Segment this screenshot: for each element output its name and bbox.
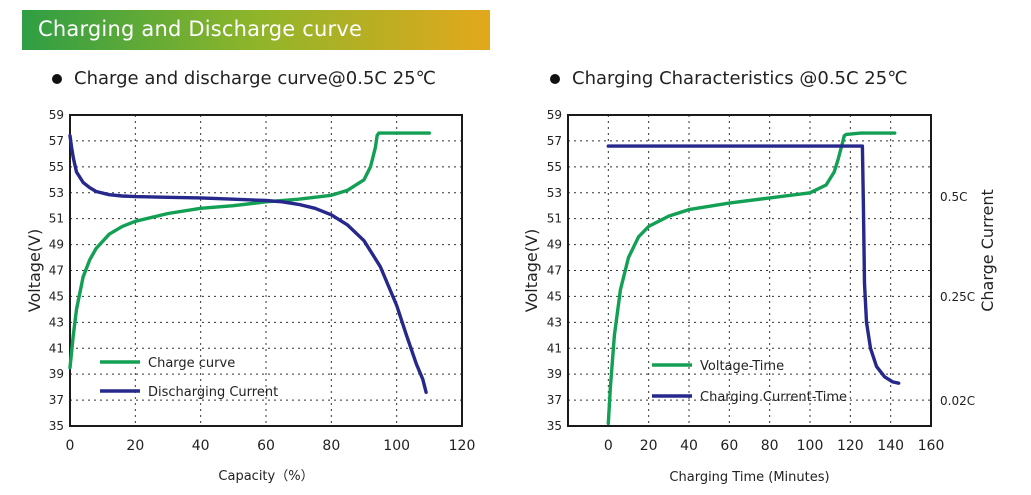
banner-title: Charging and Discharge curve xyxy=(38,17,363,41)
x-tick-label: 140 xyxy=(877,438,904,454)
legend-label: Voltage-Time xyxy=(700,359,784,374)
y-tick-label: 57 xyxy=(547,134,562,148)
y2-tick-label: 0.02C xyxy=(940,394,975,408)
series-line xyxy=(606,144,901,385)
x-tick-label: 20 xyxy=(640,438,658,454)
x-tick-label: 80 xyxy=(761,438,779,454)
y-tick-label: 39 xyxy=(49,367,64,381)
y-tick-label: 47 xyxy=(49,264,64,278)
y-tick-label: 51 xyxy=(547,212,562,226)
y-tick-label: 57 xyxy=(49,134,64,148)
legend-label: Discharging Current xyxy=(148,385,278,400)
chart2-heading: Charging Characteristics @0.5C 25℃ xyxy=(550,68,907,89)
chart2-heading-text: Charging Characteristics @0.5C 25℃ xyxy=(572,68,908,89)
y2-axis-label: Charge Current xyxy=(978,189,997,312)
series-line xyxy=(68,134,428,394)
y-tick-label: 37 xyxy=(547,393,562,407)
x-tick-label: 80 xyxy=(322,438,340,454)
y-tick-label: 43 xyxy=(547,315,562,329)
legend-label: Charge curve xyxy=(148,356,235,371)
y2-tick-label: 0.25C xyxy=(940,290,975,304)
y-tick-label: 49 xyxy=(547,238,562,252)
x-tick-label: 0 xyxy=(604,438,613,454)
plot-frame xyxy=(69,114,463,427)
y-axis-label: Voltage(V) xyxy=(25,229,44,312)
y-tick-label: 43 xyxy=(49,315,64,329)
y-tick-label: 51 xyxy=(49,212,64,226)
chart1-heading: Charge and discharge curve@0.5C 25℃ xyxy=(52,68,436,89)
x-axis-label: Capacity（%） xyxy=(218,469,313,484)
series-line xyxy=(606,131,897,426)
legend-label: Charging Current-Time xyxy=(700,390,847,405)
y2-tick-label: 0.5C xyxy=(940,190,967,204)
plot-frame xyxy=(567,114,932,427)
x-tick-label: 160 xyxy=(918,438,945,454)
bullet-icon xyxy=(550,73,560,84)
x-tick-label: 120 xyxy=(837,438,864,454)
y-tick-label: 45 xyxy=(547,289,562,303)
chart1-heading-text: Charge and discharge curve@0.5C 25℃ xyxy=(74,68,436,89)
x-tick-label: 100 xyxy=(383,438,410,454)
x-tick-label: 60 xyxy=(257,438,275,454)
y-tick-label: 59 xyxy=(49,108,64,122)
y-tick-label: 45 xyxy=(49,289,64,303)
y-tick-label: 47 xyxy=(547,264,562,278)
section-banner: Charging and Discharge curve xyxy=(22,10,490,50)
y-tick-label: 55 xyxy=(547,160,562,174)
y-axis-label: Voltage(V) xyxy=(522,229,541,312)
y-tick-label: 49 xyxy=(49,238,64,252)
x-tick-label: 60 xyxy=(720,438,738,454)
y-tick-label: 53 xyxy=(49,186,64,200)
y-tick-label: 37 xyxy=(49,393,64,407)
y-tick-label: 35 xyxy=(49,419,64,433)
x-tick-label: 20 xyxy=(126,438,144,454)
y-tick-label: 35 xyxy=(547,419,562,433)
x-axis-label: Charging Time (Minutes) xyxy=(669,470,829,485)
x-tick-label: 40 xyxy=(192,438,210,454)
y-tick-label: 41 xyxy=(547,341,562,355)
x-tick-label: 100 xyxy=(797,438,824,454)
x-tick-label: 40 xyxy=(680,438,698,454)
y-tick-label: 41 xyxy=(49,341,64,355)
x-tick-label: 120 xyxy=(449,438,476,454)
series-line xyxy=(68,131,431,370)
x-tick-label: 0 xyxy=(66,438,75,454)
y-tick-label: 39 xyxy=(547,367,562,381)
y-tick-label: 59 xyxy=(547,108,562,122)
y-tick-label: 53 xyxy=(547,186,562,200)
bullet-icon xyxy=(52,73,62,84)
y-tick-label: 55 xyxy=(49,160,64,174)
